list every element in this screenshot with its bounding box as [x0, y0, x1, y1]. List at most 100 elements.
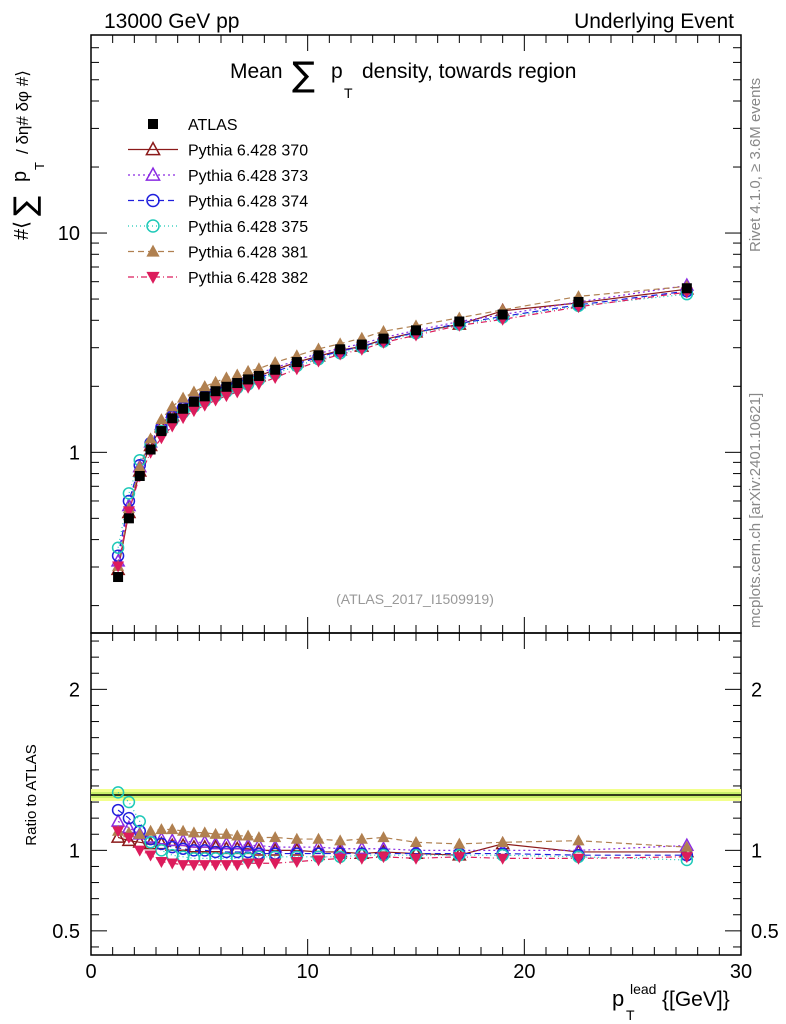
atlas-data-point — [378, 333, 389, 344]
legend: ATLAS Pythia 6.428 370 Pythia 6.428 373 Pyt… — [128, 117, 308, 287]
series-4-ratio-point — [453, 837, 466, 849]
series-5-ratio-point — [680, 852, 693, 864]
series-5-ratio-point — [453, 852, 466, 864]
y-tick-label: 1 — [69, 442, 80, 464]
series-5-point — [231, 387, 244, 399]
series-5-point — [242, 382, 255, 394]
series-4-ratio-point — [290, 832, 303, 844]
series-5-ratio-point — [355, 853, 368, 865]
series-3-ratio-line — [117, 791, 687, 861]
xlabel-subscript: T — [626, 1007, 635, 1023]
series-1-ratio-point — [154, 831, 169, 845]
ylabel-rest: / δη# δφ #⟩ — [13, 70, 32, 154]
mcplots-label: mcplots.cern.ch [arXiv:2401.10621] — [747, 393, 764, 628]
series-4-point — [209, 375, 222, 387]
axis-ticks — [90, 34, 742, 955]
legend-marker — [146, 219, 160, 233]
series-5-ratio-point — [144, 850, 157, 862]
series-4-point — [166, 400, 179, 412]
series-5-ratio-point — [166, 858, 179, 870]
series-3-main-line — [117, 293, 687, 548]
series-5-point — [269, 373, 282, 385]
ratio-tick-label-left: 2 — [69, 679, 80, 701]
series-5-ratio-point — [133, 845, 146, 857]
legend-label: Pythia 6.428 375 — [188, 219, 308, 236]
series-5-point — [187, 406, 200, 418]
legend-marker — [146, 271, 160, 284]
series-3-ratio-point — [144, 836, 157, 849]
title-mean: Mean — [230, 60, 283, 83]
series-5-ratio-point — [252, 858, 265, 870]
atlas-data-point — [291, 357, 302, 368]
series-5-point — [209, 395, 222, 407]
series-4-ratio-point — [166, 823, 179, 835]
series-4-ratio-point — [198, 826, 211, 838]
series-2-main-line — [117, 290, 687, 556]
atlas-data-point — [188, 396, 199, 407]
series-4-point — [144, 432, 157, 444]
series-4-point — [242, 364, 255, 376]
series-5-ratio-point — [334, 853, 347, 865]
series-5-ratio-point — [198, 860, 211, 872]
series-4-point — [269, 356, 282, 368]
atlas-data-point — [270, 364, 281, 375]
series-4-ratio-point — [220, 827, 233, 839]
title-sum-symbol: ∑ — [292, 55, 315, 95]
series-1-ratio-point — [208, 836, 223, 850]
series-4-point — [198, 380, 211, 392]
series-4-point — [377, 324, 390, 336]
series-4-ratio-point — [680, 840, 693, 852]
series-5-ratio-point — [155, 856, 168, 868]
series-0-main-line — [117, 288, 687, 570]
atlas-data-point — [573, 296, 584, 307]
series-5-point — [252, 379, 265, 391]
atlas-data-point — [335, 344, 346, 355]
series-5-ratio-point — [290, 856, 303, 868]
rivet-label: Rivet 4.1.0, ≥ 3.6M events — [747, 78, 764, 252]
series-4-ratio-point — [355, 832, 368, 844]
series-4-main-line — [117, 285, 687, 567]
series-3-ratio-point — [111, 786, 125, 799]
atlas-data-point — [167, 413, 178, 424]
ratio-tick-label-left: 0.5 — [52, 921, 80, 943]
atlas-data-point — [221, 381, 232, 392]
series-4-point — [155, 413, 168, 425]
series-5-ratio-point — [572, 853, 585, 865]
series-5-point — [177, 413, 190, 425]
title-rest: density, towards region — [362, 60, 576, 83]
series-5-point — [122, 506, 135, 518]
title-p: p — [331, 60, 343, 83]
x-tick-label: 20 — [513, 961, 535, 983]
legend-marker — [145, 166, 161, 181]
series-2-ratio-point — [111, 803, 125, 817]
series-5-ratio-point — [409, 853, 423, 865]
atlas-data-point — [145, 444, 156, 455]
legend-marker — [145, 141, 161, 156]
series-4-ratio-point — [334, 834, 347, 846]
series-5-ratio-point — [496, 853, 509, 865]
legend-label: Pythia 6.428 382 — [188, 270, 308, 287]
series-5-point — [112, 561, 125, 573]
x-tick-label: 30 — [730, 961, 752, 983]
atlas-data-point — [243, 374, 254, 385]
y-tick-label: 10 — [58, 223, 80, 245]
main-series-markers — [110, 277, 695, 583]
series-4-point — [252, 362, 265, 374]
atlas-data-point — [156, 426, 167, 437]
header-left: 13000 GeV pp — [104, 10, 239, 33]
atlas-data-point — [199, 391, 210, 402]
legend-marker — [146, 193, 160, 208]
series-4-ratio-point — [231, 829, 244, 841]
series-5-ratio-point — [187, 860, 200, 872]
atlas-data-point — [123, 513, 134, 524]
series-1-ratio-point — [251, 837, 267, 851]
analysis-label: (ATLAS_2017_I1509919) — [336, 591, 494, 607]
series-1-ratio-point — [197, 834, 213, 848]
series-4-ratio-point — [133, 827, 146, 839]
ylabel-sum-symbol: ∑ — [8, 196, 43, 216]
series-4-ratio-point — [312, 832, 325, 844]
series-1-ratio-point — [175, 832, 191, 847]
axis-tick-labels: 0 10 20 30 1 10 0.5 0.5 1 1 2 2 — [52, 223, 779, 983]
series-5-ratio-point — [209, 860, 222, 872]
y-axis-label: #⟨ ∑ p T / δη# δφ #⟩ — [8, 70, 47, 240]
